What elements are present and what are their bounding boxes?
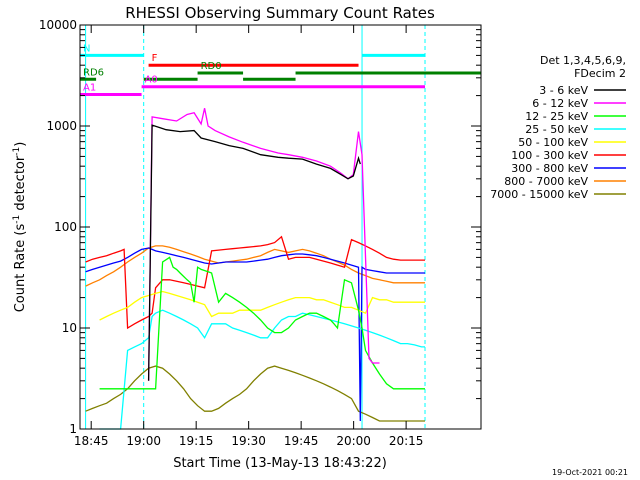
x-axis: 18:45 19:00 19:15 19:30 19:45 20:00 20:15 <box>74 25 424 448</box>
x-tick-label-1: 18:45 <box>74 434 109 448</box>
flag-label-3: RD0 <box>201 61 222 72</box>
legend-label-3: 12 - 25 keV <box>525 110 588 123</box>
y-tick-label-1: 1 <box>69 422 77 436</box>
series-line-1 <box>147 124 361 381</box>
x-tick-label-6: 20:00 <box>336 434 371 448</box>
legend-label-2: 6 - 12 keV <box>532 97 588 110</box>
series-line-2 <box>147 108 380 381</box>
y-axis-label-prefix: Count Rate (s <box>13 224 28 313</box>
legend-label-9: 7000 - 15000 keV <box>490 188 588 201</box>
series-line-4 <box>99 309 425 430</box>
legend-label-8: 800 - 7000 keV <box>504 175 588 188</box>
flag-label-5: A0 <box>145 75 158 86</box>
series-line-6 <box>85 235 425 330</box>
series-line-3 <box>99 256 425 390</box>
legend-label-1: 3 - 6 keV <box>539 84 588 97</box>
legend-header-line-1: Det 1,3,4,5,6,9, <box>540 54 626 67</box>
y-axis: 1 10 100 1000 10000 <box>39 18 481 436</box>
legend-label-5: 50 - 100 keV <box>518 136 588 149</box>
y-axis-label-mid: detector <box>13 155 28 215</box>
y-axis-label: Count Rate (s-1 detector-1) <box>12 142 28 313</box>
x-tick-label-4: 19:30 <box>231 434 266 448</box>
legend-label-7: 300 - 800 keV <box>511 162 588 175</box>
y-axis-label-suffix: ) <box>13 142 28 147</box>
y-tick-label-4: 1000 <box>46 119 77 133</box>
y-tick-label-2: 10 <box>62 321 77 335</box>
series-line-8 <box>85 245 425 287</box>
flag-label-6: A1 <box>83 83 96 94</box>
legend-header-line-2: FDecim 2 <box>574 67 626 80</box>
series-layer <box>85 108 425 430</box>
y-tick-label-3: 100 <box>54 220 77 234</box>
flag-label-1: N <box>83 43 90 54</box>
generation-timestamp: 19-Oct-2021 00:21 <box>552 468 628 477</box>
flag-bars-layer: N F RD0 RD6 A0 A1 <box>80 43 481 97</box>
legend-label-4: 25 - 50 keV <box>525 123 588 136</box>
y-axis-label-exponent-2: -1 <box>12 147 22 156</box>
chart-title: RHESSI Observing Summary Count Rates <box>125 4 435 22</box>
series-line-9 <box>85 365 425 422</box>
y-axis-label-exponent-1: -1 <box>12 215 22 224</box>
x-tick-label-7: 20:15 <box>389 434 424 448</box>
legend-label-6: 100 - 300 keV <box>511 149 588 162</box>
series-line-5 <box>99 290 425 321</box>
x-axis-label: Start Time (13-May-13 18:43:22) <box>173 456 387 471</box>
x-tick-label-2: 19:00 <box>126 434 161 448</box>
flag-label-4: RD6 <box>83 67 104 78</box>
y-tick-label-5: 10000 <box>39 18 77 32</box>
flag-label-2: F <box>152 53 158 64</box>
series-line-7 <box>85 247 425 422</box>
x-tick-label-3: 19:15 <box>179 434 214 448</box>
x-tick-label-5: 19:45 <box>284 434 319 448</box>
